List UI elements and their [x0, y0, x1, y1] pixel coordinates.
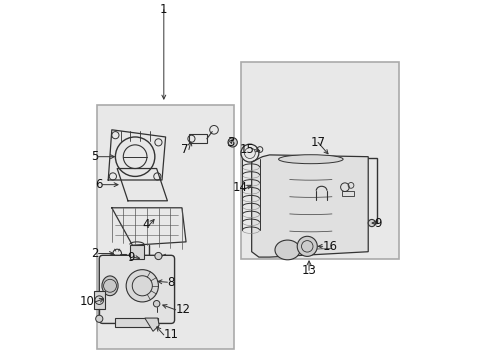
Text: 9: 9 — [127, 251, 134, 264]
Ellipse shape — [102, 276, 118, 296]
Bar — [188, 134, 206, 143]
Ellipse shape — [278, 155, 343, 164]
Text: 13: 13 — [301, 264, 316, 277]
Text: 7: 7 — [181, 143, 188, 156]
Polygon shape — [251, 155, 367, 257]
Text: 5: 5 — [91, 150, 99, 163]
Bar — [115, 318, 158, 327]
Bar — [241, 62, 398, 259]
Text: 9: 9 — [374, 216, 382, 230]
Circle shape — [367, 220, 375, 226]
Circle shape — [297, 236, 317, 256]
Text: 3: 3 — [227, 136, 234, 149]
Bar — [97, 105, 233, 348]
Circle shape — [126, 270, 158, 302]
Text: 15: 15 — [239, 143, 254, 156]
Text: 14: 14 — [232, 181, 247, 194]
Polygon shape — [144, 318, 159, 331]
Text: 1: 1 — [160, 3, 167, 16]
Circle shape — [227, 138, 237, 147]
Bar — [308, 158, 376, 223]
Text: 6: 6 — [95, 178, 102, 191]
Circle shape — [153, 301, 160, 307]
Text: 8: 8 — [167, 276, 174, 289]
Circle shape — [96, 315, 102, 322]
Text: 11: 11 — [163, 328, 179, 341]
Text: 17: 17 — [310, 136, 325, 149]
Bar — [129, 244, 144, 259]
Bar — [342, 191, 353, 196]
Circle shape — [155, 252, 162, 260]
Text: 16: 16 — [322, 240, 337, 253]
Text: 12: 12 — [175, 303, 190, 316]
Bar — [94, 291, 104, 309]
FancyBboxPatch shape — [99, 255, 174, 323]
Text: 2: 2 — [91, 247, 99, 260]
Text: 10: 10 — [80, 296, 95, 309]
Ellipse shape — [274, 240, 300, 260]
Text: 4: 4 — [142, 218, 149, 231]
